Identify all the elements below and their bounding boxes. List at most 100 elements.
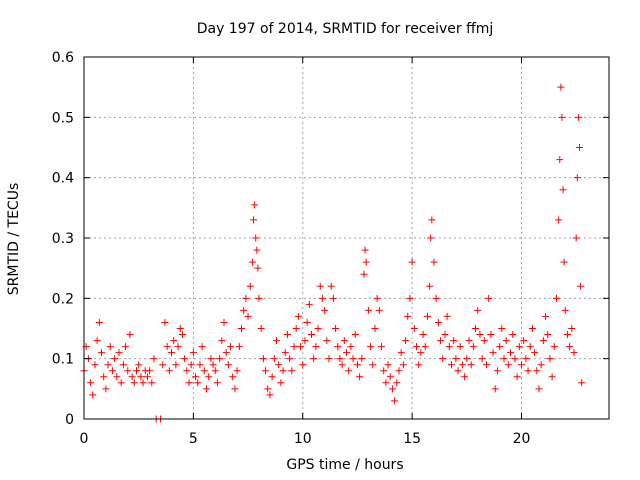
data-point (170, 337, 178, 345)
data-point (507, 349, 515, 357)
data-point (360, 270, 368, 278)
data-point (318, 294, 326, 302)
y-tick-label: 0.3 (52, 231, 74, 247)
data-point (262, 367, 270, 375)
data-point (568, 325, 576, 332)
data-point (113, 373, 121, 381)
data-point (572, 234, 580, 242)
data-point (513, 373, 521, 381)
data-point (216, 355, 224, 363)
data-point (281, 349, 289, 357)
data-point (312, 343, 320, 351)
data-point (329, 294, 337, 302)
data-point (373, 294, 381, 302)
data-point (275, 361, 283, 369)
data-points (80, 83, 586, 423)
x-axis-label: GPS time / hours (286, 457, 403, 473)
data-point (511, 355, 519, 363)
data-point (143, 373, 151, 381)
data-point (432, 294, 440, 302)
data-point (454, 367, 462, 375)
data-point (119, 361, 127, 369)
data-point (498, 325, 506, 332)
grid-lines (84, 57, 609, 419)
data-point (139, 379, 147, 387)
y-tick-label: 0.5 (52, 110, 74, 126)
data-point (573, 174, 581, 182)
data-point (106, 343, 114, 351)
data-point (233, 367, 241, 375)
data-point (558, 113, 566, 121)
data-point (423, 312, 431, 320)
data-point (504, 361, 512, 369)
data-point (361, 246, 369, 254)
data-point (222, 349, 230, 357)
y-tick-label: 0.2 (52, 291, 74, 307)
data-point (463, 355, 471, 363)
data-point (161, 318, 169, 326)
data-point (491, 385, 499, 393)
data-point (395, 367, 403, 375)
data-point (347, 343, 355, 351)
data-point (288, 367, 296, 375)
data-point (406, 294, 414, 302)
data-point (196, 361, 204, 369)
data-point (410, 325, 418, 332)
data-point (515, 343, 523, 351)
data-point (117, 379, 125, 387)
data-point (224, 361, 232, 369)
data-point (434, 318, 442, 326)
data-point (231, 385, 239, 393)
data-point (358, 355, 366, 363)
data-point (476, 331, 484, 339)
data-point (448, 361, 455, 369)
x-tick-label: 5 (189, 431, 198, 447)
data-point (209, 361, 217, 369)
data-point (108, 367, 116, 375)
data-point (168, 349, 175, 357)
data-point (242, 294, 250, 302)
data-point (474, 306, 482, 314)
data-point (427, 234, 435, 242)
data-point (575, 144, 583, 151)
data-point (375, 306, 383, 314)
data-point (189, 349, 197, 357)
data-point (174, 343, 182, 351)
data-point (388, 385, 396, 393)
data-point (218, 337, 226, 345)
x-axis: 0 5 10 15 20 (80, 57, 531, 447)
data-point (553, 294, 560, 302)
data-point (500, 355, 508, 363)
data-point (338, 361, 346, 369)
data-point (520, 337, 528, 345)
data-point (115, 349, 123, 357)
data-point (443, 312, 451, 320)
data-point (351, 331, 359, 339)
data-point (509, 331, 517, 339)
data-point (371, 325, 379, 332)
data-point (349, 355, 357, 363)
x-tick-label: 20 (513, 431, 531, 447)
data-point (458, 361, 466, 369)
data-point (286, 355, 294, 363)
data-point (559, 186, 567, 194)
data-point (445, 343, 453, 351)
data-point (408, 258, 416, 266)
data-point (259, 355, 267, 363)
data-point (102, 385, 110, 393)
data-point (489, 349, 497, 357)
data-point (246, 282, 254, 290)
data-point (334, 343, 342, 351)
data-point (194, 379, 202, 387)
data-point (577, 282, 585, 290)
data-point (244, 312, 252, 320)
x-tick-label: 0 (80, 431, 89, 447)
data-point (439, 355, 447, 363)
data-point (122, 343, 130, 351)
data-point (478, 355, 486, 363)
data-point (270, 355, 278, 363)
data-point (126, 331, 134, 339)
data-point (327, 282, 335, 290)
data-point (91, 361, 99, 369)
data-point (391, 397, 399, 405)
